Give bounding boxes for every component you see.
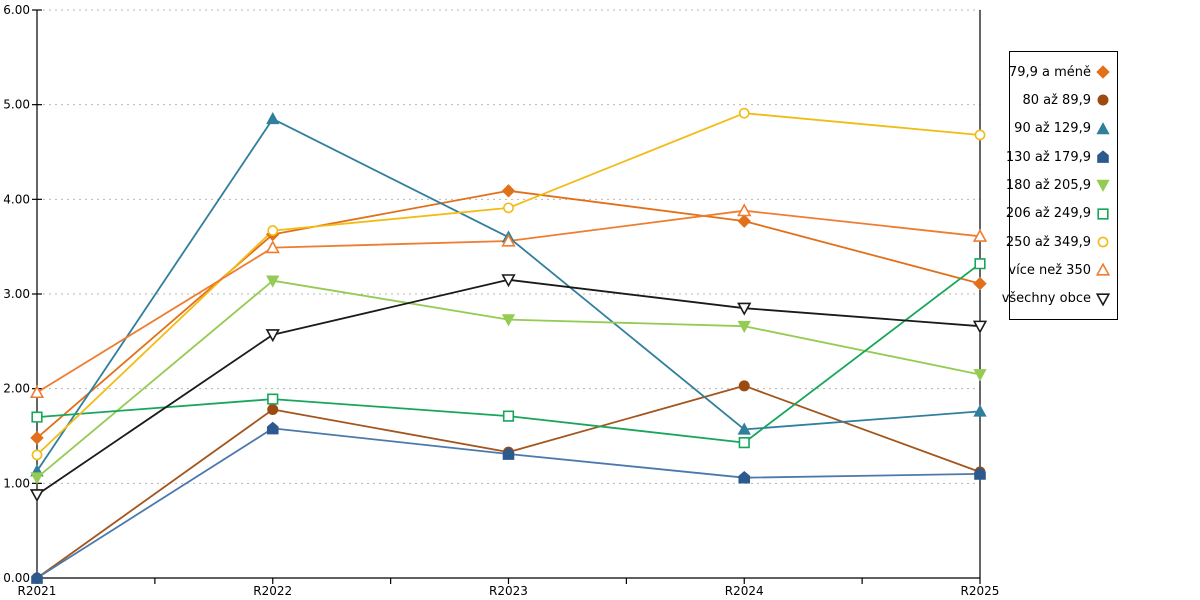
pentagon-marker — [502, 447, 515, 460]
triangle-up-marker — [973, 404, 987, 417]
triangle-down-marker — [737, 302, 752, 316]
triangle-down-marker — [29, 489, 45, 503]
circle-marker — [1097, 236, 1109, 248]
legend-item: 206 až 249,9 — [1006, 203, 1110, 225]
triangle-up-marker — [1096, 121, 1110, 135]
legend-marker-triangle-up — [1096, 121, 1110, 135]
square-marker — [974, 258, 986, 270]
triangle-down-marker — [265, 329, 280, 343]
y-tick-label: 4.00 — [3, 192, 30, 206]
legend-marker-diamond — [1096, 65, 1110, 79]
legend-label: 250 až 349,9 — [1005, 234, 1091, 250]
square-marker — [502, 410, 515, 422]
legend-label: 180 až 205,9 — [1005, 177, 1091, 193]
legend-marker-triangle-up — [1096, 263, 1110, 277]
legend-marker-triangle-down — [1096, 180, 1110, 193]
triangle-up-marker — [29, 384, 45, 399]
y-tick-label: 5.00 — [3, 98, 30, 112]
x-tick-label: R2023 — [489, 584, 528, 598]
pentagon-marker — [1097, 150, 1109, 164]
diamond-marker — [30, 431, 44, 445]
legend-item: 130 až 179,9 — [1006, 146, 1110, 168]
x-tick-label: R2021 — [18, 584, 57, 598]
y-tick-label: 3.00 — [3, 287, 30, 301]
y-tick-label: 2.00 — [3, 382, 30, 396]
circle-marker — [267, 403, 279, 415]
circle-marker — [738, 380, 750, 392]
legend-marker-circle — [1097, 94, 1109, 106]
x-tick-label: R2024 — [725, 584, 764, 598]
triangle-up-marker — [265, 240, 280, 254]
circle-marker — [31, 449, 43, 461]
x-tick-label: R2022 — [253, 584, 292, 598]
square-marker — [267, 393, 279, 405]
circle-marker — [503, 202, 514, 214]
legend-marker-pentagon — [1097, 150, 1109, 164]
legend: 79,9 a méně 80 až 89,9 90 až 129,9 130 až 1… — [1002, 51, 1118, 320]
legend-item: všechny obce — [1002, 288, 1110, 310]
circle-marker — [267, 225, 279, 236]
triangle-down-marker — [30, 472, 44, 485]
triangle-up-marker — [501, 233, 516, 247]
pentagon-marker — [266, 421, 279, 435]
triangle-down-marker — [973, 369, 987, 382]
triangle-up-marker — [266, 112, 280, 125]
triangle-down-marker — [266, 275, 280, 288]
triangle-up-marker — [972, 228, 988, 242]
y-tick-label: 0.00 — [3, 571, 30, 585]
square-marker — [31, 411, 43, 423]
triangle-up-marker — [1096, 263, 1110, 277]
triangle-up-marker — [737, 422, 751, 435]
triangle-down-marker — [972, 320, 988, 334]
legend-label: 79,9 a méně — [1008, 64, 1091, 80]
legend-label: 80 až 89,9 — [1022, 92, 1091, 108]
legend-item: 180 až 205,9 — [1006, 174, 1110, 196]
pentagon-marker — [31, 571, 43, 584]
diamond-marker — [737, 214, 751, 228]
circle-marker — [1097, 94, 1109, 106]
triangle-down-marker — [737, 320, 751, 334]
legend-marker-triangle-down — [1096, 293, 1110, 306]
diamond-marker — [501, 184, 516, 198]
circle-marker — [974, 129, 986, 141]
series-line — [36, 278, 981, 496]
legend-marker-circle — [1097, 236, 1109, 248]
y-tick-label: 6.00 — [3, 3, 30, 17]
legend-item: 250 až 349,9 — [1006, 231, 1110, 253]
legend-label: 90 až 129,9 — [1014, 121, 1091, 137]
circle-marker — [738, 107, 750, 119]
x-tick-label: R2025 — [961, 584, 1000, 598]
legend-label: 206 až 249,9 — [1005, 206, 1091, 222]
triangle-down-marker — [1096, 180, 1110, 193]
diamond-marker — [1096, 65, 1110, 79]
legend-label: více než 350 — [1008, 262, 1091, 278]
pentagon-marker — [738, 471, 751, 484]
triangle-up-marker — [737, 203, 752, 217]
pentagon-marker — [974, 467, 986, 480]
square-marker — [738, 437, 750, 449]
legend-item: více než 350 — [1008, 259, 1110, 281]
legend-item: 79,9 a méně — [1009, 61, 1110, 83]
diamond-marker — [973, 276, 987, 291]
legend-item: 80 až 89,9 — [1014, 89, 1110, 111]
triangle-down-marker — [501, 314, 516, 327]
triangle-down-marker — [501, 274, 516, 288]
legend-label: 130 až 179,9 — [1005, 149, 1091, 165]
legend-marker-square — [1097, 208, 1109, 220]
legend-label: všechny obce — [1001, 291, 1091, 307]
triangle-down-marker — [1096, 293, 1110, 306]
legend-item: 90 až 129,9 — [1014, 118, 1110, 140]
square-marker — [1097, 208, 1109, 220]
y-tick-label: 1.00 — [3, 476, 30, 490]
